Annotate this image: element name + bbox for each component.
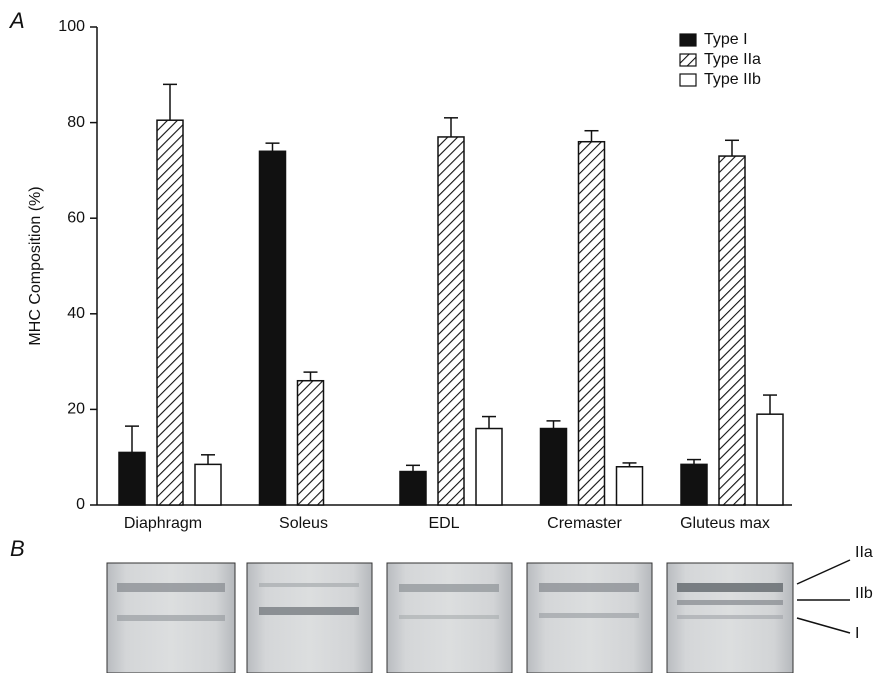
gel-images (107, 560, 850, 673)
error-bar (547, 421, 561, 429)
band-label: I (855, 625, 859, 642)
error-bar (125, 426, 139, 452)
bar (617, 467, 643, 505)
y-tick-label: 60 (67, 209, 85, 226)
error-bar (725, 140, 739, 156)
legend-label: Type IIa (704, 51, 761, 68)
x-tick-label: Soleus (279, 515, 328, 532)
bar (157, 120, 183, 505)
y-tick-label: 40 (67, 305, 85, 322)
x-tick-label: Cremaster (547, 515, 622, 532)
legend-label: Type I (704, 31, 748, 48)
y-axis-label: MHC Composition (%) (27, 186, 44, 345)
y-tick-label: 0 (76, 496, 85, 513)
gel-lane (667, 563, 793, 673)
bar (195, 464, 221, 505)
bar (119, 452, 145, 505)
panel-label: A (8, 8, 25, 33)
error-bar (266, 143, 280, 151)
gel-lane (107, 563, 235, 673)
error-bar (444, 118, 458, 137)
gel-lane (247, 563, 372, 673)
error-bar (406, 465, 420, 471)
panel-label: B (10, 536, 25, 561)
error-bar (304, 372, 318, 381)
bar (298, 381, 324, 505)
x-tick-label: EDL (428, 515, 459, 532)
error-bar (482, 417, 496, 429)
error-bar (201, 455, 215, 465)
bar (438, 137, 464, 505)
gel-lane (527, 563, 652, 673)
bar (757, 414, 783, 505)
error-bar (163, 84, 177, 120)
error-bar (763, 395, 777, 414)
band-label: IIb (855, 585, 873, 602)
y-tick-label: 20 (67, 401, 85, 418)
figure: A B MHC Composition (%) (0, 0, 895, 673)
x-tick-label: Diaphragm (124, 515, 202, 532)
x-tick-label: Gluteus max (680, 515, 770, 532)
error-bar (585, 131, 599, 142)
bar (400, 472, 426, 505)
gel-lane (387, 563, 512, 673)
legend-swatch (680, 54, 696, 66)
legend-swatch (680, 34, 696, 46)
band-label: IIa (855, 544, 873, 561)
bar (260, 151, 286, 505)
y-tick-label: 80 (67, 114, 85, 131)
bar (681, 464, 707, 505)
bar (579, 142, 605, 505)
y-tick-label: 100 (58, 18, 85, 35)
bar (541, 429, 567, 505)
legend-label: Type IIb (704, 71, 761, 88)
bar (719, 156, 745, 505)
legend-swatch (680, 74, 696, 86)
bar (476, 429, 502, 505)
